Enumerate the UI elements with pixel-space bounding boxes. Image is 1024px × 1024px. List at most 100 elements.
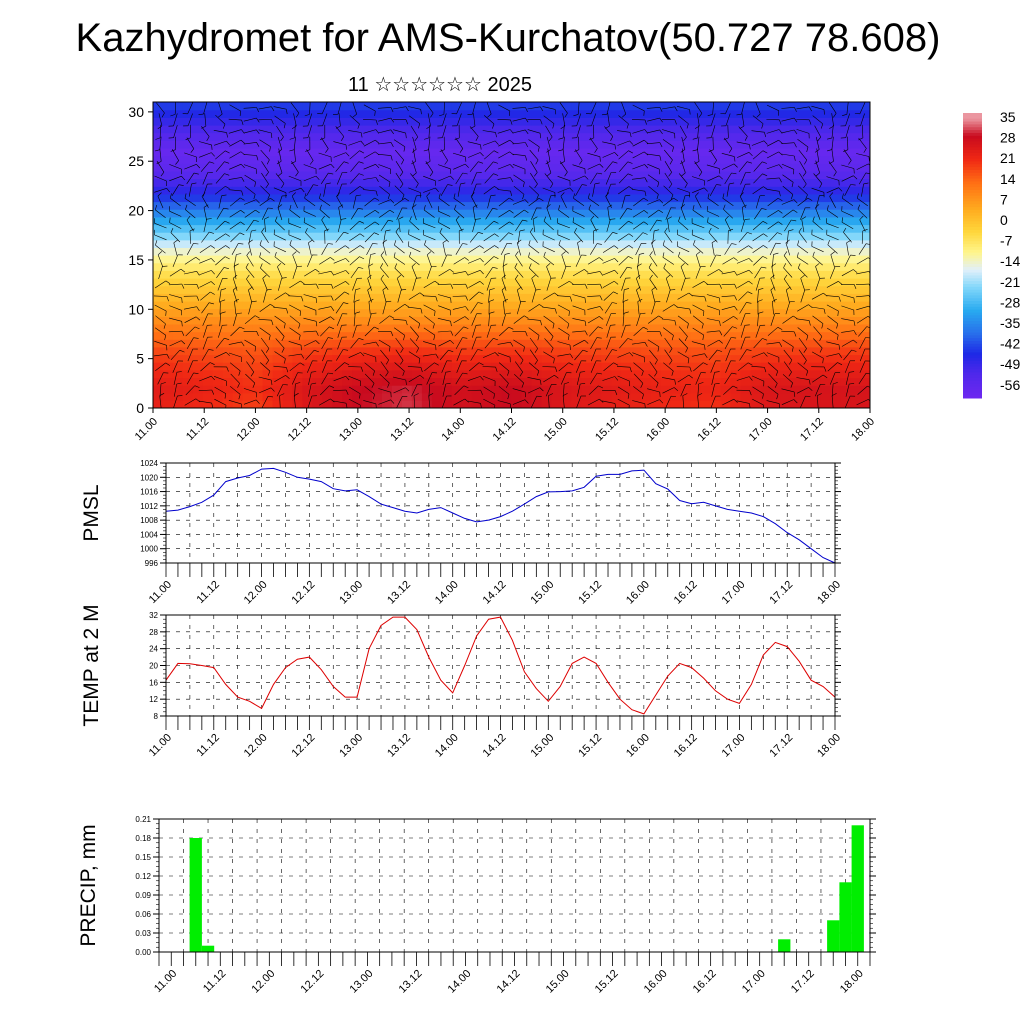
heat-cell bbox=[382, 117, 393, 126]
wind-barb bbox=[261, 161, 269, 177]
heat-cell bbox=[402, 109, 413, 118]
heat-cell bbox=[790, 293, 801, 302]
heat-cell bbox=[591, 278, 602, 287]
heat-cell bbox=[551, 170, 562, 180]
wind-barb bbox=[323, 182, 331, 197]
heat-cell bbox=[601, 270, 612, 279]
heat-cell bbox=[810, 400, 821, 408]
heat-cell bbox=[621, 362, 632, 371]
heat-cell bbox=[551, 201, 562, 210]
heat-cell bbox=[222, 354, 234, 363]
heat-cell bbox=[840, 186, 851, 195]
heat-cell bbox=[163, 147, 174, 157]
heat-cell bbox=[511, 308, 523, 317]
heat-cell bbox=[581, 216, 592, 226]
heat-cell bbox=[830, 278, 841, 287]
wind-barb bbox=[423, 205, 435, 218]
heat-cell bbox=[501, 278, 513, 287]
heat-cell bbox=[222, 369, 234, 379]
wind-barb bbox=[676, 366, 692, 372]
heat-cell bbox=[411, 193, 423, 203]
heat-cell bbox=[402, 339, 413, 348]
heat-cell bbox=[551, 155, 562, 164]
wind-barb bbox=[635, 243, 647, 256]
heat-cell bbox=[182, 262, 194, 271]
wind-barb bbox=[273, 229, 286, 241]
heat-cell bbox=[392, 132, 403, 141]
heat-cell bbox=[342, 255, 353, 264]
heat-cell bbox=[222, 346, 234, 356]
heat-cell bbox=[860, 109, 870, 118]
colorbar-swatch bbox=[963, 181, 982, 185]
wind-barb bbox=[796, 318, 811, 326]
heat-cell bbox=[820, 163, 831, 172]
colorbar-swatch bbox=[963, 252, 982, 256]
heat-cell bbox=[591, 170, 602, 180]
heat-cell bbox=[242, 339, 254, 348]
heat-cell bbox=[770, 278, 781, 287]
heat-cell bbox=[352, 300, 363, 310]
colorbar-swatch bbox=[963, 170, 982, 174]
heat-cell bbox=[212, 262, 224, 271]
heat-cell bbox=[591, 163, 602, 172]
heat-cell bbox=[700, 300, 712, 310]
colorbar-swatch bbox=[963, 135, 982, 140]
wind-barb bbox=[632, 210, 649, 218]
heat-cell bbox=[591, 308, 602, 317]
heat-cell bbox=[591, 201, 602, 210]
heat-cell bbox=[740, 102, 752, 111]
heat-cell bbox=[382, 109, 393, 118]
wind-barb bbox=[572, 294, 586, 303]
wind-barb bbox=[605, 313, 616, 326]
heat-cell bbox=[322, 140, 333, 149]
wind-barb bbox=[602, 280, 619, 288]
wind-barb bbox=[694, 102, 703, 118]
wind-barb bbox=[798, 149, 808, 165]
heat-cell bbox=[342, 308, 353, 317]
heat-cell bbox=[501, 300, 513, 310]
wind-barb bbox=[724, 337, 737, 350]
heat-cell bbox=[342, 385, 353, 394]
heat-cell bbox=[760, 155, 772, 164]
heat-cell bbox=[531, 186, 542, 195]
heat-cell bbox=[800, 170, 811, 180]
heat-cell bbox=[740, 400, 752, 408]
heat-cell bbox=[561, 362, 572, 371]
heat-cell bbox=[382, 232, 393, 241]
heat-cell bbox=[670, 331, 682, 340]
heat-cell bbox=[312, 293, 323, 302]
heat-cell bbox=[501, 170, 513, 180]
heat-cell bbox=[392, 102, 403, 111]
x-tick-label: 13.12 bbox=[397, 968, 425, 996]
heat-cell bbox=[680, 186, 692, 195]
precip-bar bbox=[827, 920, 840, 952]
heat-cell bbox=[382, 392, 393, 401]
heat-cell bbox=[402, 102, 413, 111]
wind-barb bbox=[482, 130, 497, 138]
heat-cell bbox=[441, 170, 453, 180]
heat-cell bbox=[282, 224, 294, 233]
heat-cell bbox=[163, 270, 174, 279]
heat-cell bbox=[541, 316, 552, 325]
heat-cell bbox=[182, 316, 194, 325]
heat-cell bbox=[631, 170, 642, 180]
wind-barb bbox=[336, 313, 348, 326]
wind-barb bbox=[725, 360, 736, 373]
wind-barb bbox=[619, 266, 633, 279]
heat-cell bbox=[402, 247, 413, 256]
wind-barb bbox=[183, 284, 199, 290]
heat-cell bbox=[312, 377, 323, 386]
wind-barb bbox=[573, 193, 585, 207]
wind-barb bbox=[454, 204, 465, 219]
wind-barb bbox=[289, 327, 301, 341]
heat-cell bbox=[491, 278, 503, 287]
wind-barb bbox=[484, 256, 499, 266]
wind-barb bbox=[455, 137, 464, 153]
heat-cell bbox=[760, 346, 772, 356]
wind-barb bbox=[678, 115, 689, 129]
wind-barb bbox=[395, 337, 404, 353]
heat-cell bbox=[581, 278, 592, 287]
wind-barb bbox=[826, 281, 843, 288]
heat-cell bbox=[621, 216, 632, 226]
colorbar-swatch bbox=[963, 115, 982, 120]
